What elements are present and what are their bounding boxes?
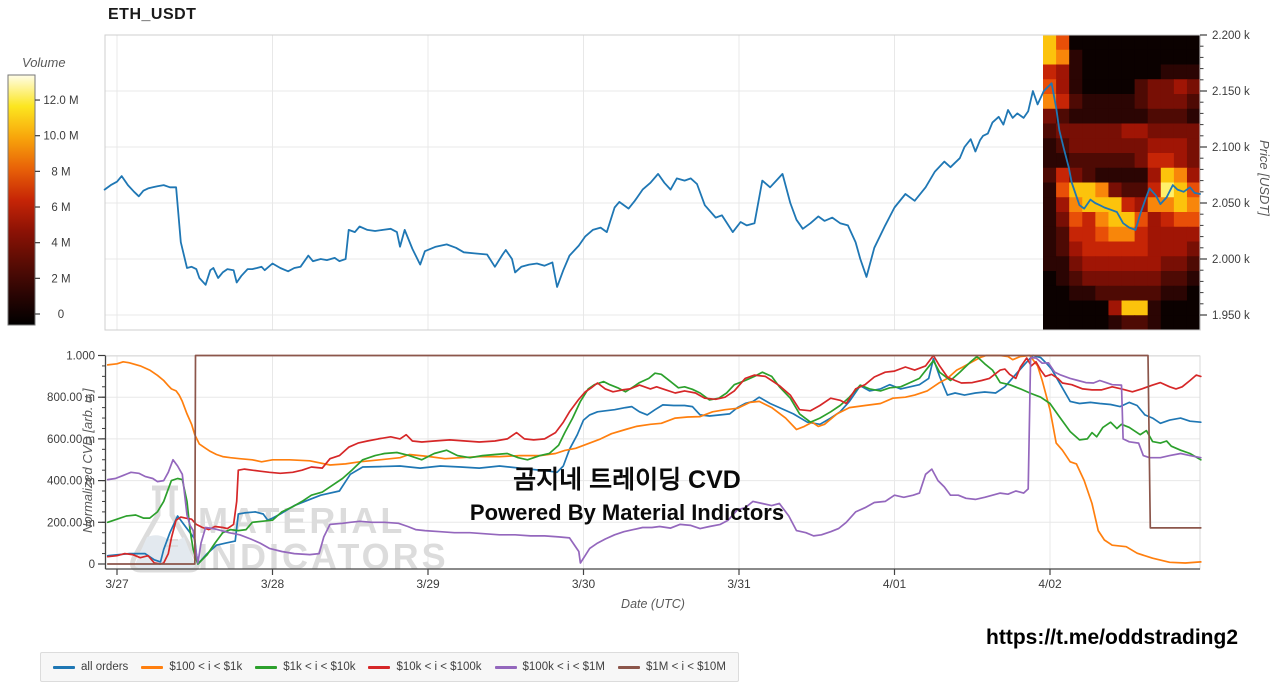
price-plot-border [104, 34, 1201, 331]
price-chart[interactable]: 2.200 k 2.150 k 2.100 k 2.050 k 2.000 k 1.950… [0, 0, 1280, 345]
volume-tick-label: 2 M [51, 273, 70, 285]
page-title: ETH_USDT [108, 6, 197, 23]
legend-item-all-orders[interactable]: all orders [53, 661, 128, 673]
cvd-series--1m-i-10m [106, 354, 1202, 565]
volume-tick-label: 6 M [51, 202, 70, 214]
telegram-link[interactable]: https://t.me/oddstrading2 [986, 626, 1238, 649]
legend-label: $100 < i < $1k [169, 661, 243, 673]
price-tick-label: 2.150 k [1212, 86, 1250, 98]
date-tick-label: 4/01 [883, 577, 907, 591]
watermark-text-line2: INDICATORS [198, 536, 449, 577]
cvd-series--10k-i-100k [106, 354, 1202, 565]
cvd-tick-label: 0 [89, 559, 95, 571]
cvd-tick-label: 600.00 m [47, 434, 95, 446]
legend-item--100-i-1k[interactable]: $100 < i < $1k [141, 661, 242, 673]
price-tick-label: 2.100 k [1212, 142, 1250, 154]
price-tick-label: 1.950 k [1212, 310, 1250, 322]
legend-label: $1k < i < $10k [283, 661, 356, 673]
price-tick-label: 2.050 k [1212, 198, 1250, 210]
date-tick-label: 3/28 [261, 577, 285, 591]
cvd-tick-label: 1.000 [66, 351, 95, 363]
date-tick-label: 4/02 [1038, 577, 1062, 591]
legend-swatch [618, 665, 640, 669]
price-tick-label: 2.000 k [1212, 254, 1250, 266]
date-tick-label: 3/30 [572, 577, 596, 591]
volume-colorbar [7, 74, 36, 326]
legend-item--1m-i-10m[interactable]: $1M < i < $10M [618, 661, 726, 673]
date-axis-label: Date (UTC) [621, 597, 685, 611]
legend-label: $100k < i < $1M [522, 661, 605, 673]
price-axis-label: Price [USDT] [1257, 140, 1272, 216]
legend-label: all orders [81, 661, 129, 673]
date-tick-label: 3/31 [727, 577, 751, 591]
volume-tick-label: 0 [58, 309, 64, 321]
date-tick-label: 3/27 [105, 577, 129, 591]
volume-tick-label: 8 M [51, 166, 70, 178]
legend-item--100k-i-1m[interactable]: $100k < i < $1M [494, 661, 605, 673]
cvd-series--1k-i-10k [106, 355, 1202, 565]
price-line-series [103, 82, 1201, 288]
legend-item--10k-i-100k[interactable]: $10k < i < $100k [368, 661, 482, 673]
orderbook-liquidity-heatmap [1043, 35, 1201, 331]
date-tick-label: 3/29 [416, 577, 440, 591]
volume-tick-label: 12.0 M [43, 95, 78, 107]
price-tick-label: 2.200 k [1212, 30, 1250, 42]
legend: all orders $100 < i < $1k $1k < i < $10k $1… [40, 652, 739, 682]
legend-swatch [494, 665, 517, 669]
cvd-tick-label: 800.00 m [47, 392, 95, 404]
cvd-series--100k-i-1m [106, 356, 1202, 564]
volume-tick-label: 10.0 M [43, 131, 78, 143]
volume-tick-label: 4 M [51, 238, 70, 250]
legend-swatch [53, 665, 75, 669]
cvd-tick-label: 200.00 m [47, 517, 95, 529]
legend-swatch [368, 665, 391, 669]
legend-swatch [255, 665, 278, 669]
cvd-axis-label: Normalized CVD [arb. u.] [80, 388, 95, 534]
legend-item--1k-i-10k[interactable]: $1k < i < $10k [255, 661, 355, 673]
legend-label: $1M < i < $10M [646, 661, 726, 673]
volume-colorbar-title: Volume [22, 55, 66, 70]
watermark-text-line1: MATERIAL [198, 500, 405, 541]
legend-label: $10k < i < $100k [396, 661, 482, 673]
cvd-tick-label: 400.00 m [47, 476, 95, 488]
legend-swatch [141, 665, 164, 669]
